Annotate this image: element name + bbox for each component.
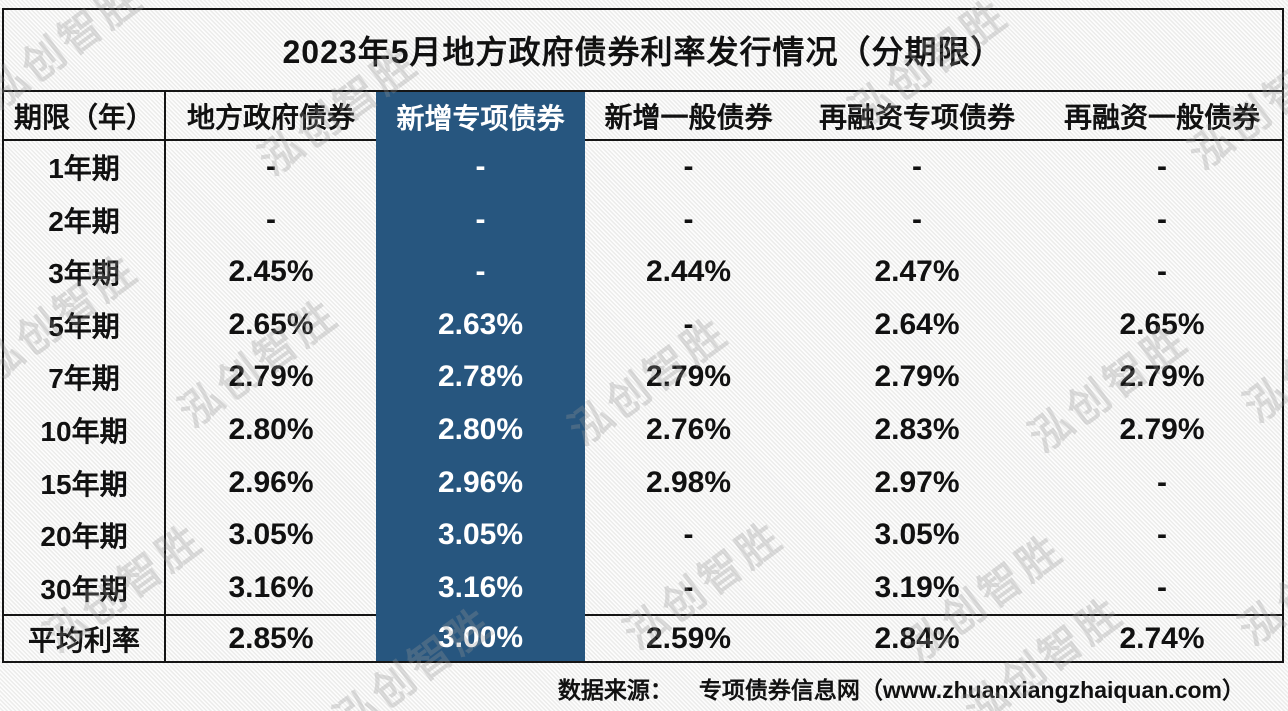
table-cell: -	[376, 193, 585, 247]
table-cell: 3.05%	[228, 518, 314, 552]
column-header: 再融资一般债券	[1042, 92, 1282, 141]
table-cell: -	[912, 202, 922, 236]
table-cell: -	[683, 570, 694, 604]
source-footer: 数据来源： 专项债券信息网（www.zhuanxiangzhaiquan.com…	[0, 665, 1288, 711]
row-label: 2年期	[4, 193, 166, 247]
table-cell: -	[1157, 518, 1167, 552]
table-cell: 3.16%	[376, 561, 585, 614]
source-value: 专项债券信息网（www.zhuanxiangzhaiquan.com）	[698, 677, 1245, 703]
table-cell: 2.79%	[1119, 413, 1205, 447]
row-label: 3年期	[4, 246, 166, 299]
summary-cell: 2.85%	[166, 614, 376, 661]
rate-table: 2023年5月地方政府债券利率发行情况（分期限） 期限（年） 地方政府债券 新增专项…	[2, 8, 1284, 663]
table-cell: -	[683, 202, 694, 236]
table-cell: 2.65%	[228, 307, 314, 341]
column-header: 地方政府债券	[166, 92, 376, 141]
table-cell: -	[266, 150, 276, 184]
column-header: 期限（年）	[4, 92, 166, 141]
table-cell: 2.45%	[228, 255, 314, 289]
summary-row-label: 平均利率	[4, 614, 166, 661]
column-header-highlighted: 新增专项债券	[376, 92, 585, 141]
row-label: 20年期	[4, 508, 166, 562]
table-cell: -	[683, 307, 694, 341]
table-cell: -	[1157, 255, 1167, 289]
table-cell: -	[266, 202, 276, 236]
summary-cell: 2.84%	[792, 614, 1042, 661]
table-cell: -	[1157, 570, 1167, 604]
column-header: 新增一般债券	[585, 92, 792, 141]
table-cell: 2.64%	[874, 307, 960, 341]
table-cell: 2.96%	[376, 456, 585, 509]
row-label: 30年期	[4, 561, 166, 614]
summary-cell: 3.00%	[376, 614, 585, 661]
row-label: 5年期	[4, 298, 166, 352]
table-cell: 2.83%	[874, 413, 960, 447]
summary-cell: 2.59%	[585, 614, 792, 661]
table-cell: 2.78%	[376, 351, 585, 404]
table-cell: -	[1157, 202, 1167, 236]
table-cell: 2.97%	[874, 465, 960, 499]
column-header: 再融资专项债券	[792, 92, 1042, 141]
row-label: 7年期	[4, 351, 166, 404]
table-cell: 3.19%	[874, 570, 960, 604]
row-label: 1年期	[4, 141, 166, 194]
table-cell: 2.79%	[874, 360, 960, 394]
table-cell: -	[1157, 465, 1167, 499]
table-cell: -	[683, 518, 694, 552]
table-title: 2023年5月地方政府债券利率发行情况（分期限）	[4, 10, 1282, 92]
table-cell: 2.63%	[376, 298, 585, 352]
table-cell: 2.65%	[1119, 307, 1205, 341]
table-cell: 2.79%	[228, 360, 314, 394]
row-label: 15年期	[4, 456, 166, 509]
table-cell: 2.79%	[1119, 360, 1205, 394]
row-label: 10年期	[4, 403, 166, 457]
table-cell: -	[912, 150, 922, 184]
table-cell: -	[683, 150, 694, 184]
table-cell: 2.96%	[228, 465, 314, 499]
table-cell: 3.05%	[874, 518, 960, 552]
table-cell: 2.98%	[645, 465, 732, 499]
table-cell: 2.47%	[874, 255, 960, 289]
table-cell: 2.44%	[645, 255, 732, 289]
table-cell: -	[376, 246, 585, 299]
source-label: 数据来源：	[557, 677, 673, 703]
table-cell: 2.80%	[228, 413, 314, 447]
table-cell: 3.16%	[228, 570, 314, 604]
table-cell: 2.80%	[376, 403, 585, 457]
table-cell: 2.76%	[645, 413, 732, 447]
summary-cell: 2.74%	[1042, 614, 1282, 661]
table-cell: -	[376, 141, 585, 194]
table-cell: 3.05%	[376, 508, 585, 562]
table-cell: -	[1157, 150, 1167, 184]
table-cell: 2.79%	[645, 360, 732, 394]
